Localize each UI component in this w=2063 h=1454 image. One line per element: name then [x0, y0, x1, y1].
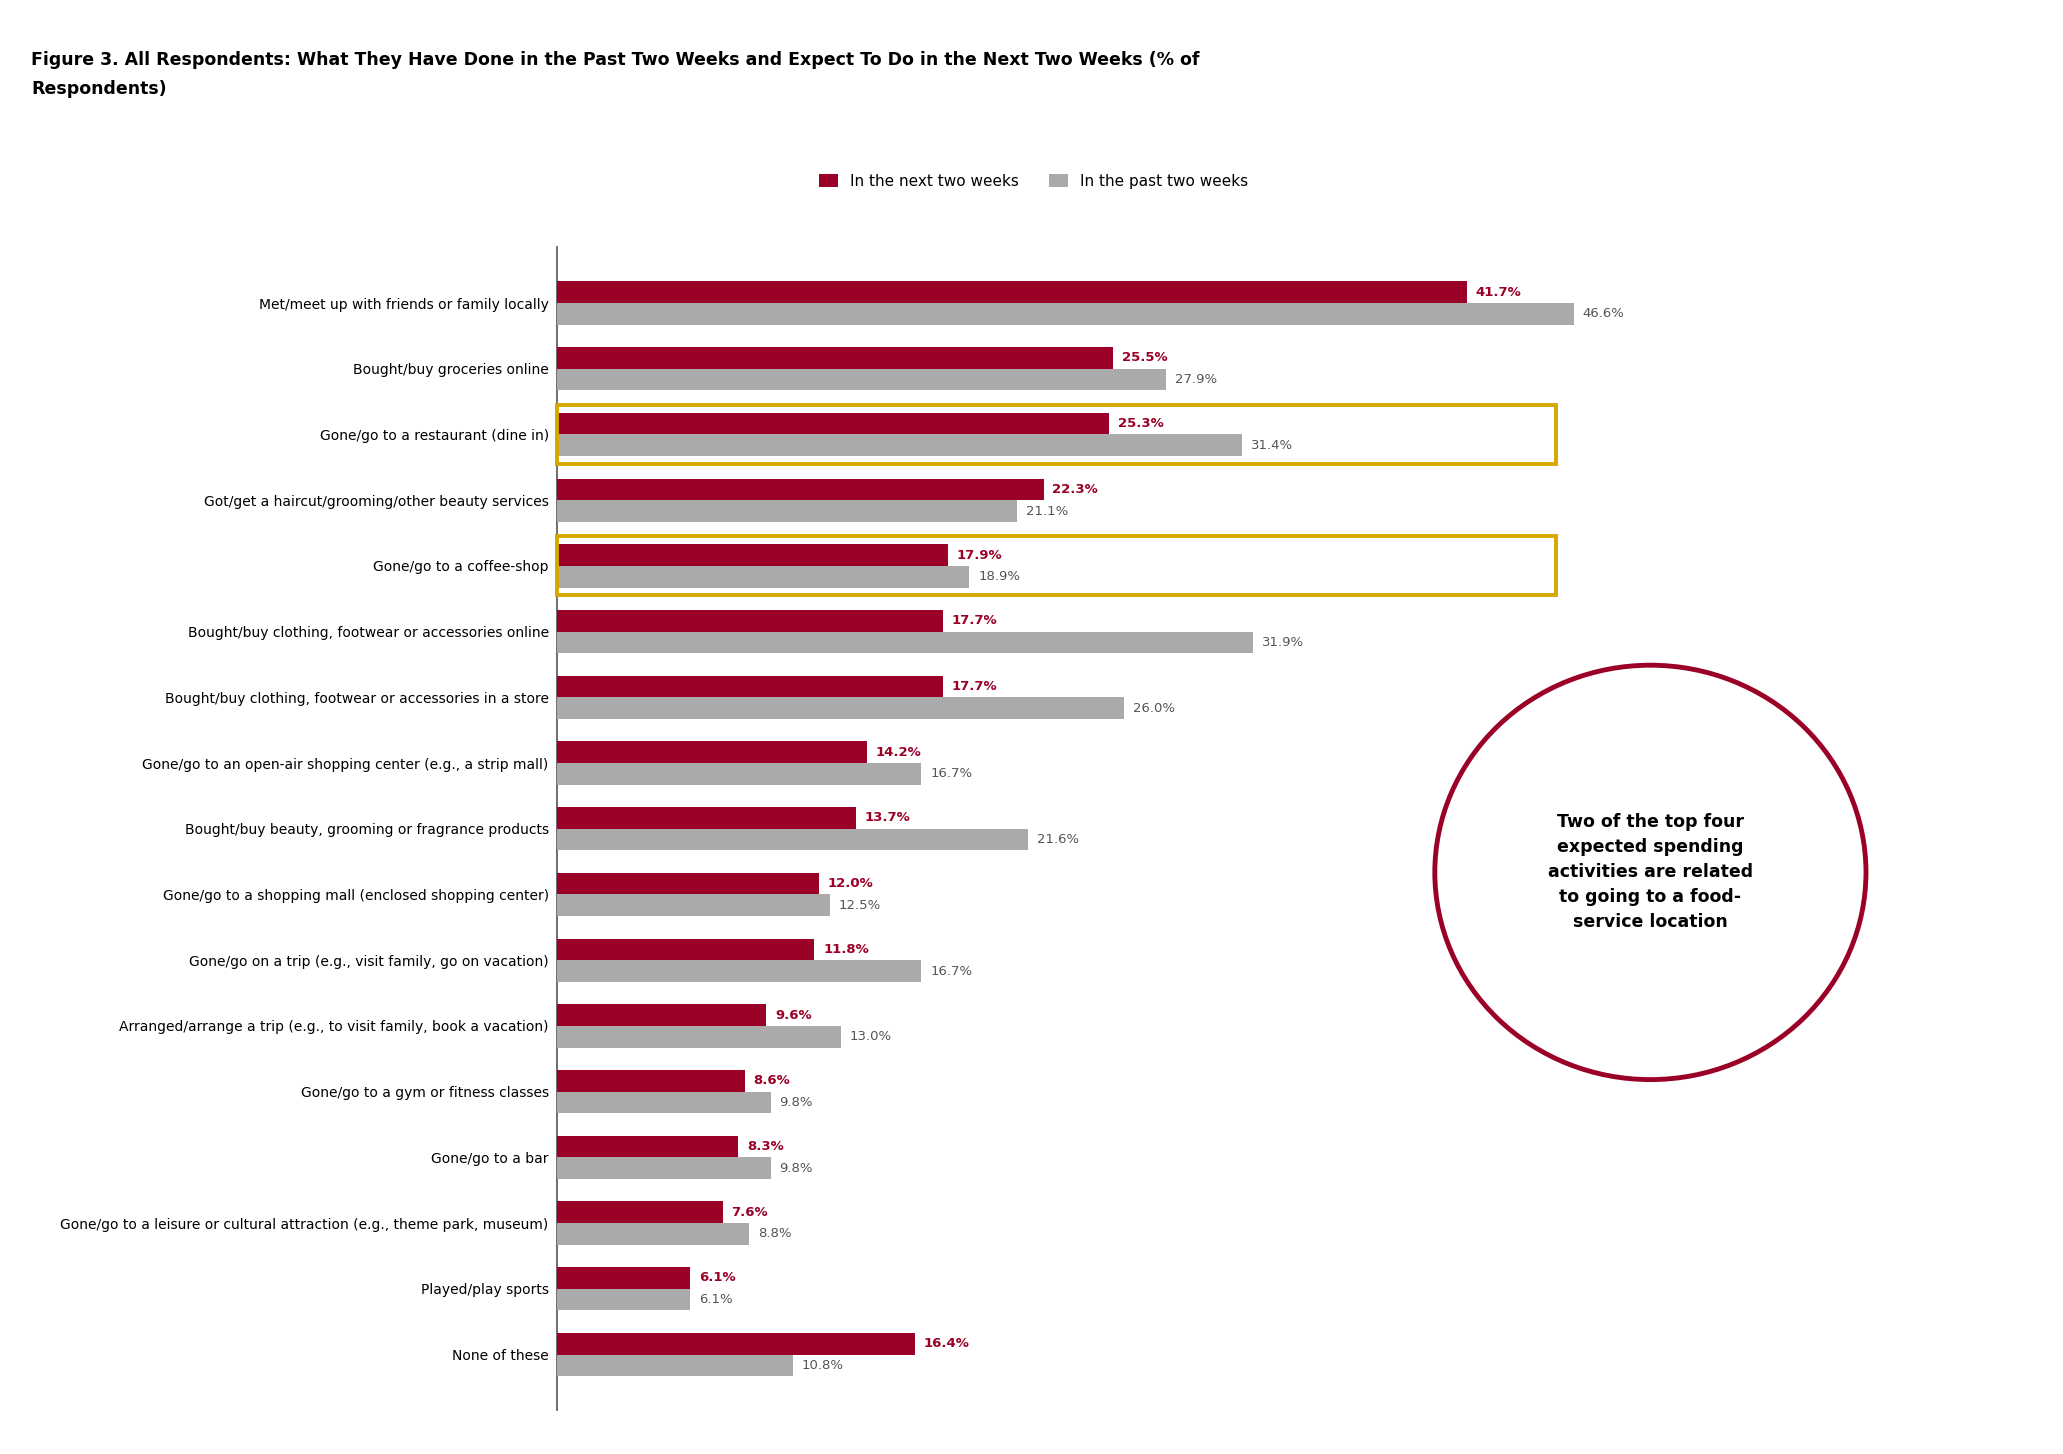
Text: 25.3%: 25.3%: [1118, 417, 1164, 430]
Bar: [557, 807, 856, 829]
Bar: [557, 631, 1252, 653]
Bar: [557, 1201, 722, 1223]
Text: 16.7%: 16.7%: [930, 964, 972, 977]
Text: 6.1%: 6.1%: [699, 1293, 732, 1306]
Text: 8.8%: 8.8%: [757, 1227, 792, 1240]
Bar: [557, 282, 1467, 302]
Text: 25.5%: 25.5%: [1122, 352, 1168, 365]
Text: 10.8%: 10.8%: [800, 1359, 844, 1373]
Text: 6.1%: 6.1%: [699, 1271, 736, 1284]
Text: 27.9%: 27.9%: [1174, 374, 1217, 387]
Legend: In the next two weeks, In the past two weeks: In the next two weeks, In the past two w…: [813, 167, 1254, 195]
Bar: [557, 1136, 739, 1157]
Text: 17.9%: 17.9%: [957, 548, 1003, 561]
Bar: [557, 348, 1114, 369]
Text: 22.3%: 22.3%: [1052, 483, 1098, 496]
Bar: [557, 369, 1166, 391]
Bar: [557, 763, 922, 785]
Text: 17.7%: 17.7%: [951, 680, 998, 694]
Bar: [557, 960, 922, 981]
Text: 9.6%: 9.6%: [776, 1009, 813, 1022]
Text: 8.6%: 8.6%: [753, 1075, 790, 1088]
Bar: [557, 544, 947, 566]
Bar: [557, 1333, 914, 1355]
Text: 41.7%: 41.7%: [1475, 285, 1520, 298]
Text: 12.5%: 12.5%: [838, 899, 881, 912]
Text: 31.9%: 31.9%: [1263, 635, 1304, 648]
Bar: [557, 478, 1044, 500]
Text: 13.0%: 13.0%: [850, 1031, 891, 1044]
Text: Two of the top four
expected spending
activities are related
to going to a food-: Two of the top four expected spending ac…: [1547, 813, 1754, 932]
Text: 12.0%: 12.0%: [827, 877, 873, 890]
Text: 13.7%: 13.7%: [864, 811, 910, 824]
Text: 9.8%: 9.8%: [780, 1096, 813, 1109]
Bar: [557, 1355, 792, 1375]
Bar: [557, 894, 829, 916]
Bar: [557, 742, 866, 763]
Bar: [557, 500, 1017, 522]
Text: Figure 3. All Respondents: What They Have Done in the Past Two Weeks and Expect : Figure 3. All Respondents: What They Hav…: [31, 51, 1199, 68]
Bar: [557, 1266, 691, 1288]
Bar: [557, 938, 815, 960]
Bar: [557, 1288, 691, 1310]
Text: 46.6%: 46.6%: [1582, 307, 1624, 320]
Bar: [557, 302, 1574, 324]
Bar: [557, 872, 819, 894]
Text: 9.8%: 9.8%: [780, 1162, 813, 1175]
Text: 21.6%: 21.6%: [1038, 833, 1079, 846]
Ellipse shape: [1436, 664, 1865, 1079]
Text: 8.3%: 8.3%: [747, 1140, 784, 1153]
Bar: [557, 1157, 772, 1179]
Text: 31.4%: 31.4%: [1250, 439, 1294, 452]
Text: 14.2%: 14.2%: [875, 746, 922, 759]
Text: 26.0%: 26.0%: [1133, 702, 1176, 715]
Bar: [557, 566, 970, 587]
Text: 21.1%: 21.1%: [1025, 505, 1069, 518]
Text: 16.7%: 16.7%: [930, 768, 972, 781]
Bar: [557, 698, 1124, 720]
Bar: [557, 435, 1242, 457]
Text: 7.6%: 7.6%: [732, 1205, 767, 1218]
Text: 17.7%: 17.7%: [951, 614, 998, 627]
Bar: [557, 609, 943, 631]
Text: 16.4%: 16.4%: [924, 1338, 970, 1351]
Bar: [557, 1005, 767, 1027]
Bar: [557, 1070, 745, 1092]
Bar: [557, 676, 943, 698]
Bar: [557, 1092, 772, 1114]
Bar: [557, 1027, 842, 1048]
Bar: [557, 413, 1110, 435]
Bar: [557, 1223, 749, 1245]
Text: Respondents): Respondents): [31, 80, 167, 97]
Bar: [557, 829, 1027, 851]
Text: 18.9%: 18.9%: [978, 570, 1019, 583]
Text: 11.8%: 11.8%: [823, 942, 869, 955]
